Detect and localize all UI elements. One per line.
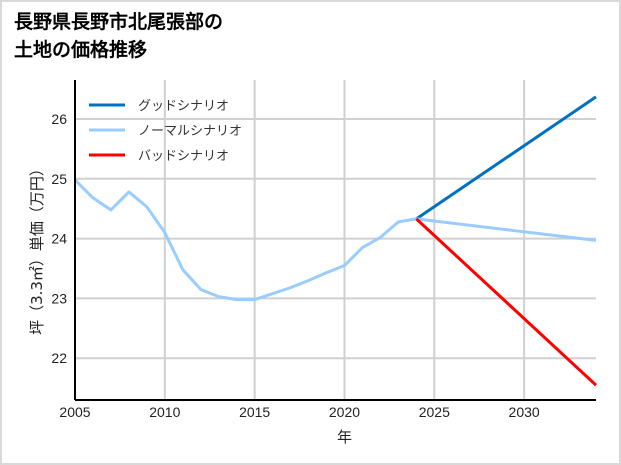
x-tick-label: 2015 xyxy=(239,404,270,420)
grid-lines xyxy=(75,80,596,400)
series-lines xyxy=(73,95,598,387)
x-tick-label: 2010 xyxy=(149,404,180,420)
title-line-2: 土地の価格推移 xyxy=(14,39,148,61)
x-tick-label: 2025 xyxy=(419,404,450,420)
x-axis-label: 年 xyxy=(337,428,352,446)
x-tick-label: 2020 xyxy=(329,404,360,420)
title-line-1: 長野県長野市北尾張部の xyxy=(14,11,224,33)
y-tick-label: 24 xyxy=(51,231,67,247)
series-line xyxy=(415,217,598,387)
y-tick-label: 25 xyxy=(51,171,67,187)
y-tick-label: 26 xyxy=(51,111,67,127)
x-tick-label: 2005 xyxy=(59,404,90,420)
legend-label: バッドシナリオ xyxy=(138,149,229,164)
chart-title: 長野県長野市北尾張部の 土地の価格推移 xyxy=(14,8,223,64)
series-line xyxy=(73,178,597,302)
y-tick-label: 23 xyxy=(51,290,67,306)
y-axis-label: 坪（3.3㎡）単価（万円） xyxy=(28,161,46,335)
x-tick-label: 2030 xyxy=(509,404,540,420)
legend-label: ノーマルシナリオ xyxy=(138,124,242,139)
legend-label: グッドシナリオ xyxy=(138,99,229,114)
axes: 2005 2010 2015 2020 2025 2030 22 23 24 25 26 年 坪（3.3… xyxy=(28,80,596,446)
series-line xyxy=(415,95,597,221)
y-tick-label: 22 xyxy=(51,350,67,366)
